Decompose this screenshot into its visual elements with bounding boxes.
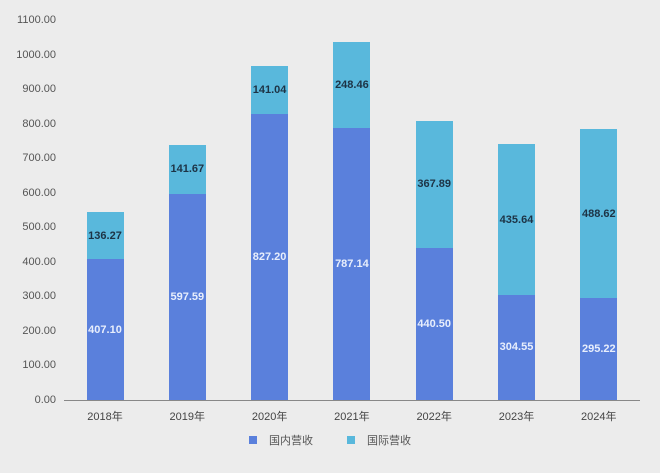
legend-label-domestic: 国内营收 bbox=[269, 435, 313, 447]
y-tick-label: 700.00 bbox=[22, 152, 56, 165]
y-tick-label: 900.00 bbox=[22, 83, 56, 96]
bar-segment-international bbox=[251, 65, 289, 115]
x-tick-label: 2022年 bbox=[416, 411, 452, 423]
bar-value-label: 827.20 bbox=[252, 251, 287, 264]
bar-segment-domestic bbox=[498, 294, 535, 400]
bar-segment-domestic bbox=[580, 298, 618, 400]
x-tick-label: 2021年 bbox=[334, 411, 370, 423]
legend-item-international: 国际营收 bbox=[347, 432, 411, 448]
bar-value-label: 367.89 bbox=[417, 178, 452, 191]
legend: 国内营收 国际营收 bbox=[0, 432, 660, 448]
bar-value-label: 248.46 bbox=[335, 79, 369, 92]
bar-segment-domestic bbox=[86, 259, 124, 400]
y-tick-label: 600.00 bbox=[22, 186, 56, 199]
bar-value-label: 141.04 bbox=[252, 83, 287, 96]
bar-value-label: 435.64 bbox=[499, 213, 534, 226]
y-tick-label: 800.00 bbox=[22, 117, 56, 130]
bar-segment-international bbox=[498, 144, 535, 295]
bar-value-label: 141.67 bbox=[170, 163, 205, 176]
bar-segment-domestic bbox=[333, 128, 371, 400]
bar-stack: 440.50 367.89 bbox=[415, 0, 453, 473]
bar-stack: 295.22 488.62 bbox=[580, 0, 618, 473]
y-tick-label: 0.00 bbox=[34, 394, 56, 406]
bar-stack: 407.10 136.27 bbox=[86, 0, 124, 473]
bar-segment-international bbox=[168, 144, 206, 194]
legend-swatch-domestic bbox=[249, 436, 257, 444]
y-tick-label: 100.00 bbox=[22, 359, 56, 372]
bar-value-label: 787.14 bbox=[335, 258, 369, 271]
bar-segment-international bbox=[86, 212, 124, 260]
bar-segment-domestic bbox=[168, 193, 206, 400]
bar-stack: 597.59 141.67 bbox=[168, 0, 206, 473]
y-tick-label: 300.00 bbox=[22, 290, 56, 303]
y-tick-label: 400.00 bbox=[22, 255, 56, 268]
bar-stack: 787.14 248.46 bbox=[333, 0, 371, 473]
x-axis-line bbox=[64, 400, 640, 401]
x-tick-label: 2019年 bbox=[169, 411, 206, 423]
bar-value-label: 407.10 bbox=[88, 323, 122, 336]
bar-segment-international bbox=[580, 129, 618, 298]
y-tick-label: 1100.00 bbox=[17, 14, 56, 26]
y-tick-label: 200.00 bbox=[22, 324, 56, 337]
bar-value-label: 488.62 bbox=[581, 207, 616, 220]
legend-swatch-international bbox=[347, 436, 355, 444]
legend-item-domestic: 国内营收 bbox=[249, 432, 313, 448]
x-tick-label: 2018年 bbox=[87, 411, 123, 423]
bar-segment-international bbox=[333, 42, 371, 129]
bar-value-label: 440.50 bbox=[417, 317, 452, 330]
legend-label-international: 国际营收 bbox=[367, 435, 411, 447]
bar-segment-domestic bbox=[251, 114, 289, 400]
bar-stack: 304.55 435.64 bbox=[498, 0, 535, 473]
y-tick-label: 500.00 bbox=[22, 221, 56, 234]
bar-value-label: 597.59 bbox=[170, 290, 205, 303]
x-tick-label: 2023年 bbox=[498, 411, 535, 423]
bar-segment-domestic bbox=[415, 247, 453, 400]
bar-value-label: 304.55 bbox=[499, 341, 534, 354]
y-tick-label: 1000.00 bbox=[16, 48, 56, 61]
bar-value-label: 136.27 bbox=[88, 229, 122, 242]
bar-segment-international bbox=[415, 120, 453, 248]
bar-value-label: 295.22 bbox=[581, 343, 616, 355]
bar-stack: 827.20 141.04 bbox=[251, 0, 289, 473]
x-tick-label: 2020年 bbox=[251, 411, 288, 423]
x-tick-label: 2024年 bbox=[581, 411, 617, 423]
